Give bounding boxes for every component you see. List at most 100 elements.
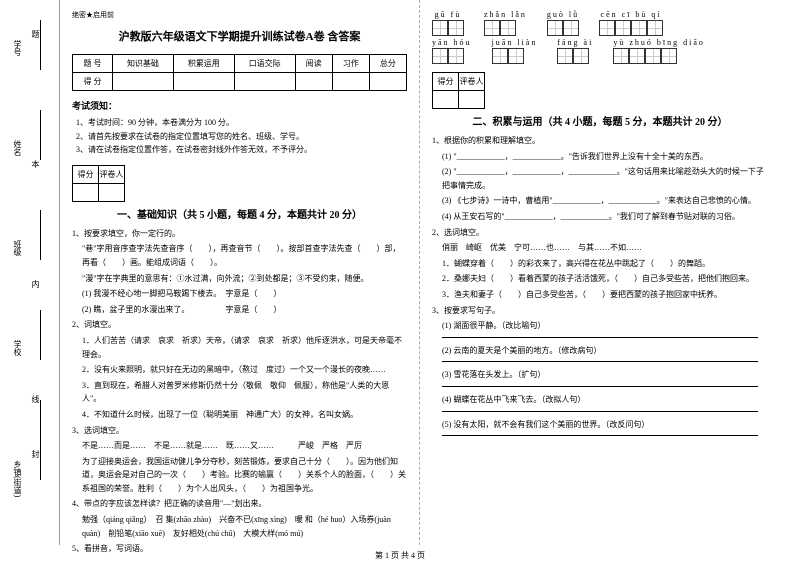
char-cell[interactable] (615, 20, 631, 36)
gutter-line (40, 110, 41, 160)
rule-item: 3、请在试卷指定位置作答，在试卷密封线外作答无效，不予评分。 (76, 143, 407, 157)
char-grid[interactable] (484, 20, 527, 36)
s2q2b: 1．蝴蝶穿着（ ）的彩衣来了，高兴得在花丛中跳起了（ ）的舞蹈。 (442, 257, 768, 271)
char-grid[interactable] (432, 48, 472, 64)
q4a: 勉强（qiáng qiǎng） 召 集(zhāo zhào) 兴奋不已(xīng… (82, 513, 407, 540)
q2a: 1．人们苦苦（请求 哀求 祈求）天帝，（请求 哀求 祈求）他斥逐洪水，可是天帝毫… (82, 334, 407, 361)
pinyin-text: yān hóu (432, 38, 472, 47)
char-grid[interactable] (599, 20, 663, 36)
th: 题 号 (73, 55, 113, 73)
th: 阅读 (295, 55, 332, 73)
pinyin-block: fáng ài (557, 38, 593, 64)
char-grid[interactable] (547, 20, 579, 36)
score-box: 得分 评卷人 (72, 165, 407, 202)
gutter-banji: 班级 (12, 240, 23, 256)
char-grid[interactable] (613, 48, 705, 64)
pinyin-block: gū fù (432, 10, 464, 36)
char-cell[interactable] (645, 48, 661, 64)
char-grid[interactable] (557, 48, 593, 64)
td[interactable] (173, 73, 234, 91)
char-grid[interactable] (432, 20, 464, 36)
pinyin-text: cēn cī bù qí (599, 10, 663, 19)
marker-cell[interactable] (459, 91, 485, 109)
char-cell[interactable] (647, 20, 663, 36)
td[interactable] (295, 73, 332, 91)
pinyin-text: guò lǜ (547, 10, 579, 19)
score-summary-table: 题 号 知识基础 积累运用 口语交际 阅读 习作 总分 得 分 (72, 54, 407, 91)
s2q1d: (4) 从王安石写的"____________，____________。"我们… (442, 210, 768, 224)
rules-list: 1、考试时间：90 分钟，本卷满分为 100 分。 2、请首先按要求在试卷的指定… (76, 116, 407, 157)
char-cell[interactable] (613, 48, 629, 64)
char-cell[interactable] (448, 20, 464, 36)
section1-title: 一、基础知识（共 5 小题，每题 4 分，本题共计 20 分） (72, 206, 407, 221)
section2-title: 二、积累与运用（共 4 小题，每题 5 分，本题共计 20 分） (432, 113, 768, 128)
char-cell[interactable] (500, 20, 516, 36)
q4: 4、带点的字应该怎样读？把正确的读音用"—"划出来。 (72, 497, 407, 511)
score-cell[interactable] (73, 183, 99, 201)
s2q2a: 俏丽 崎岖 优美 宁可……也…… 与其……不如…… (442, 241, 768, 255)
answer-line[interactable] (442, 337, 758, 338)
td[interactable] (234, 73, 295, 91)
s2q3d: (4) 蝴蝶在花丛中飞来飞去。（改拟人句） (442, 393, 768, 407)
s2q1b: (2) "____________，____________，_________… (442, 165, 768, 192)
q3a: 不是……而是…… 不是……就是…… 既……又…… 严峻 严格 严厉 (82, 439, 407, 453)
td: 得 分 (73, 73, 113, 91)
table-row: 题 号 知识基础 积累运用 口语交际 阅读 习作 总分 (73, 55, 407, 73)
s2q3b: (2) 云南的夏天是个美丽的地方。（修改病句） (442, 344, 768, 358)
gutter-xingming: 姓名 (12, 140, 23, 156)
char-cell[interactable] (432, 48, 448, 64)
marker-label: 评卷人 (459, 73, 485, 91)
score-label: 得分 (73, 165, 99, 183)
char-cell[interactable] (448, 48, 464, 64)
char-cell[interactable] (599, 20, 615, 36)
char-cell[interactable] (573, 48, 589, 64)
char-grid[interactable] (492, 48, 538, 64)
q3b: 为了迎接奥运会，我国运动健儿争分夺秒，刻苦锻炼，要求自己十分（ ）。因为他们知道… (82, 455, 407, 496)
td[interactable] (369, 73, 406, 91)
marker-cell[interactable] (99, 183, 125, 201)
gutter-mark: 线 (30, 395, 41, 403)
gutter-line (40, 210, 41, 260)
th: 积累运用 (173, 55, 234, 73)
char-cell[interactable] (547, 20, 563, 36)
score-cell[interactable] (433, 91, 459, 109)
char-cell[interactable] (629, 48, 645, 64)
gutter-xiangzhen: 乡镇(街道) (12, 460, 23, 497)
content-area: 绝密★启用前 沪教版六年级语文下学期提升训练试卷A卷 含答案 题 号 知识基础 … (60, 0, 800, 545)
char-cell[interactable] (492, 48, 508, 64)
s2q3: 3、按要求写句子。 (432, 304, 768, 318)
char-cell[interactable] (557, 48, 573, 64)
answer-line[interactable] (442, 411, 758, 412)
s2q2: 2、选词填空。 (432, 226, 768, 240)
pinyin-block: yù zhuó bīng diāo (613, 38, 705, 64)
td[interactable] (332, 73, 369, 91)
answer-line[interactable] (442, 361, 758, 362)
char-cell[interactable] (484, 20, 500, 36)
answer-line[interactable] (442, 435, 758, 436)
left-column: 绝密★启用前 沪教版六年级语文下学期提升训练试卷A卷 含答案 题 号 知识基础 … (60, 0, 420, 545)
char-cell[interactable] (508, 48, 524, 64)
pinyin-text: juān liàn (492, 38, 538, 47)
s2q3a: (1) 湖面很平静。（改比喻句） (442, 319, 768, 333)
gutter-mark: 本 (30, 160, 41, 168)
s2q1: 1、根据你的积累和理解填空。 (432, 134, 768, 148)
q3: 3、选词填空。 (72, 424, 407, 438)
th: 口语交际 (234, 55, 295, 73)
char-cell[interactable] (631, 20, 647, 36)
th: 知识基础 (113, 55, 174, 73)
gutter-xuexiao: 学校 (12, 340, 23, 356)
th: 总分 (369, 55, 406, 73)
marker-label: 评卷人 (99, 165, 125, 183)
pinyin-block: guò lǜ (547, 10, 579, 36)
gutter-mark: 题 (30, 30, 41, 38)
right-column: gū fùzhǎn lǎnguò lǜcēn cī bù qíyān hóuju… (420, 0, 780, 545)
td[interactable] (113, 73, 174, 91)
score-label: 得分 (433, 73, 459, 91)
char-cell[interactable] (432, 20, 448, 36)
gutter-mark: 封 (30, 450, 41, 458)
answer-line[interactable] (442, 386, 758, 387)
char-cell[interactable] (661, 48, 677, 64)
char-cell[interactable] (563, 20, 579, 36)
pinyin-block: juān liàn (492, 38, 538, 64)
pinyin-text: yù zhuó bīng diāo (613, 38, 705, 47)
